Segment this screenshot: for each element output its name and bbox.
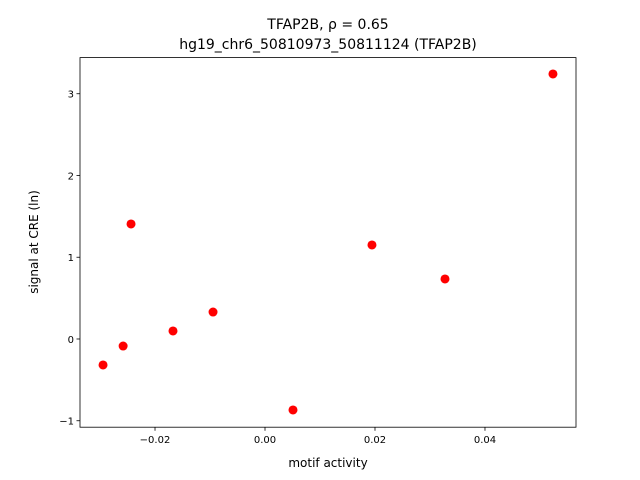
- point: [126, 219, 136, 229]
- chart-subtitle: hg19_chr6_50810973_50811124 (TFAP2B): [179, 37, 477, 53]
- point: [440, 274, 450, 284]
- plot-frame: [79, 57, 577, 428]
- x-tick-label: 0.04: [474, 435, 496, 446]
- point: [98, 360, 108, 370]
- point: [367, 240, 377, 250]
- point: [168, 326, 178, 336]
- point: [208, 307, 218, 317]
- point: [118, 341, 128, 351]
- y-tick-label: −1: [59, 417, 74, 428]
- x-tick-label: 0.02: [364, 435, 386, 446]
- y-tick-label: 0: [68, 335, 74, 346]
- x-tick-label: 0.00: [254, 435, 276, 446]
- x-axis-label: motif activity: [288, 456, 367, 470]
- y-tick-label: 2: [68, 171, 74, 182]
- y-tick-label: 1: [68, 253, 74, 264]
- x-tick-label: −0.02: [140, 435, 171, 446]
- y-tick-label: 3: [68, 90, 74, 101]
- point: [288, 405, 298, 415]
- point: [548, 69, 558, 79]
- chart-title: TFAP2B, ρ = 0.65: [266, 17, 388, 33]
- y-axis-label: signal at CRE (ln): [27, 190, 41, 294]
